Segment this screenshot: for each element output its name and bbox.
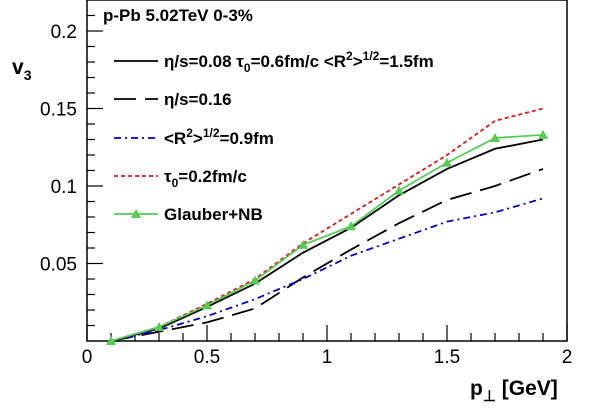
series-line-4 [110, 133, 544, 342]
axis-ticks [86, 14, 568, 341]
tick-labels: 0 0.5 1 1.5 2 0.05 0.1 0.15 0.2 [40, 22, 572, 368]
y-tick-label: 0.15 [40, 100, 77, 121]
series-line-1 [110, 168, 544, 342]
legend-marker [131, 209, 141, 218]
series-marker [538, 129, 548, 139]
legend-header: p-Pb 5.02TeV 0-3% [103, 6, 253, 25]
series-marker [442, 157, 452, 167]
x-tick-label: 2 [562, 347, 573, 368]
series-marker [298, 239, 308, 249]
legend-label: η/s=0.16 [164, 90, 232, 109]
y-tick-label: 0.05 [40, 255, 77, 276]
y-tick-label: 0.2 [51, 22, 77, 43]
legend-label: Glauber+NB [164, 205, 263, 224]
series-marker [202, 300, 212, 310]
x-tick-label: 1.5 [434, 347, 460, 368]
x-tick-label: 1 [322, 347, 333, 368]
series-marker [154, 322, 164, 332]
series-marker [346, 221, 356, 231]
legend: p-Pb 5.02TeV 0-3% η/s=0.08 τ0=0.6fm/c <R… [103, 6, 434, 224]
legend-label: η/s=0.08 τ0=0.6fm/c <R2>1/2=1.5fm [164, 49, 434, 75]
series-lines [106, 107, 548, 345]
legend-label: τ0=0.2fm/c [164, 167, 247, 190]
series-line-2 [110, 197, 544, 342]
y-tick-label: 0.1 [51, 177, 77, 198]
series-line-3 [110, 107, 544, 342]
series-line-0 [110, 138, 544, 342]
x-tick-label: 0 [82, 347, 93, 368]
series-marker [106, 336, 116, 345]
legend-label: <R2>1/2=0.9fm [164, 126, 274, 148]
y-axis-title: v3 [12, 56, 32, 83]
series-marker [250, 275, 260, 285]
series-marker [394, 185, 404, 195]
x-axis-title: p⊥ [GeV] [470, 377, 558, 405]
series-marker [490, 132, 500, 142]
x-tick-label: 0.5 [194, 347, 220, 368]
